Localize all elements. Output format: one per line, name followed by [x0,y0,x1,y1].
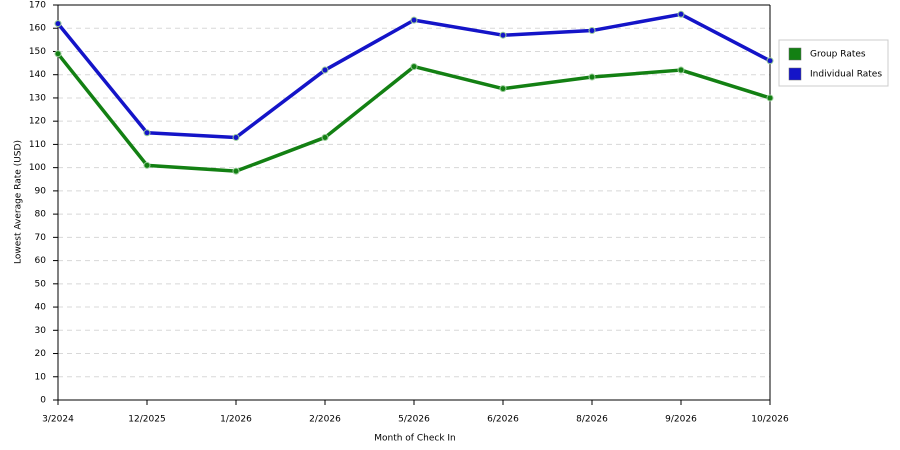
y-tick-label: 110 [29,140,46,150]
data-point [321,66,329,74]
x-tick-label: 6/2026 [487,415,519,425]
data-point [766,57,774,65]
y-tick-label: 70 [35,233,47,243]
y-tick-label: 40 [35,303,47,313]
x-tick-label: 8/2026 [576,415,608,425]
y-tick-label: 170 [29,1,46,11]
x-tick-label: 1/2026 [220,415,252,425]
data-point [321,133,329,141]
data-point [677,66,685,74]
y-tick-label: 30 [35,326,47,336]
y-tick-label: 90 [35,186,47,196]
y-tick-label: 60 [35,256,47,266]
y-tick-label: 50 [35,279,47,289]
y-tick-label: 0 [40,396,46,406]
data-point [588,73,596,81]
data-point [54,50,62,58]
data-point [410,16,418,24]
data-point [54,20,62,28]
x-tick-label: 12/2025 [128,415,165,425]
y-tick-label: 160 [29,24,46,34]
data-point [232,133,240,141]
x-tick-label: 10/2026 [751,415,789,425]
x-tick-label: 9/2026 [665,415,697,425]
y-tick-label: 130 [29,93,46,103]
y-tick-label: 140 [29,70,46,80]
legend-swatch [788,67,802,81]
data-point [499,31,507,39]
y-tick-label: 150 [29,47,46,57]
legend-label: Individual Rates [810,70,882,80]
data-point [766,94,774,102]
x-tick-label: 2/2026 [309,415,341,425]
y-tick-label: 80 [35,210,47,220]
y-axis-title: Lowest Average Rate (USD) [14,140,24,264]
x-axis-title: Month of Check In [374,434,456,444]
data-point [232,167,240,175]
data-point [410,63,418,71]
y-tick-label: 100 [29,163,46,173]
data-point [143,129,151,137]
data-point [499,85,507,93]
x-tick-label: 5/2026 [398,415,430,425]
legend-swatch [788,47,802,61]
y-tick-label: 20 [35,349,47,359]
y-tick-label: 10 [35,372,47,382]
data-point [143,161,151,169]
x-tick-label: 3/2024 [42,415,74,425]
legend-label: Group Rates [810,50,866,60]
y-tick-label: 120 [29,117,46,127]
data-point [677,10,685,18]
data-point [588,27,596,35]
